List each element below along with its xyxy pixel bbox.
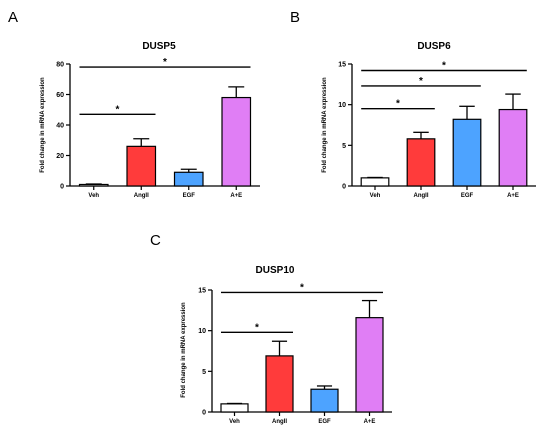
y-tick-label-c: 0 (202, 410, 206, 417)
panel-b: B DUSP6 Fold change in mRNA expression 0… (290, 9, 536, 199)
bar-b (406, 138, 436, 187)
y-tick-label-b: 10 (338, 102, 346, 109)
significance-star-b: * (442, 61, 446, 72)
bar-c (265, 355, 294, 413)
category-label-c: Veh (229, 419, 240, 425)
significance-star-b: * (396, 99, 400, 110)
panel-letter-c: C (150, 232, 161, 249)
category-label-b: AngII (414, 193, 429, 199)
y-tick-label-a: 20 (56, 153, 64, 160)
category-label-a: Veh (88, 193, 99, 199)
y-tick-label-b: 0 (342, 184, 346, 191)
panel-c: C DUSP10 Fold change in mRNA expression … (150, 232, 392, 425)
bar-a (173, 171, 204, 187)
y-tick-label-a: 60 (56, 92, 64, 99)
category-label-a: EGF (183, 193, 196, 199)
bar-c (355, 317, 384, 413)
y-tick-label-a: 0 (60, 184, 64, 191)
y-tick-label-b: 15 (338, 62, 346, 69)
y-axis-label-b: Fold change in mRNA expression (322, 77, 328, 173)
y-tick-label-b: 5 (342, 143, 346, 150)
y-tick-label-a: 40 (56, 123, 64, 130)
bar-a (78, 183, 109, 187)
category-label-b: EGF (461, 193, 474, 199)
y-tick-label-c: 5 (202, 369, 206, 376)
category-label-c: A+E (364, 419, 376, 425)
bar-c (310, 388, 339, 413)
bar-a (221, 96, 252, 187)
category-label-b: Veh (370, 193, 381, 199)
panel-letter-a: A (8, 9, 18, 26)
y-axis-label-a: Fold change in mRNA expression (40, 77, 46, 173)
chart-title-c: DUSP10 (256, 265, 295, 276)
bar-b (498, 108, 528, 187)
significance-star-c: * (300, 282, 304, 293)
significance-star-a: * (116, 104, 120, 115)
panel-letter-b: B (290, 9, 300, 26)
category-label-b: A+E (507, 193, 519, 199)
y-tick-label-a: 80 (56, 62, 64, 69)
bar-b (360, 177, 390, 187)
significance-star-c: * (255, 322, 259, 333)
category-label-c: EGF (318, 419, 331, 425)
category-label-c: AngII (272, 419, 287, 425)
category-label-a: A+E (230, 193, 242, 199)
y-tick-label-c: 15 (198, 288, 206, 295)
bar-a (126, 145, 157, 187)
bar-b (452, 118, 482, 187)
significance-star-b: * (419, 76, 423, 87)
y-axis-label-c: Fold change in mRNA expression (181, 302, 187, 398)
significance-star-a: * (163, 57, 167, 68)
chart-title-b: DUSP6 (417, 41, 451, 52)
chart-title-a: DUSP5 (142, 41, 176, 52)
bar-c (220, 403, 249, 413)
y-tick-label-c: 10 (198, 328, 206, 335)
panel-a: A DUSP5 Fold change in mRNA expression 0… (8, 9, 260, 199)
category-label-a: AngII (134, 193, 149, 199)
